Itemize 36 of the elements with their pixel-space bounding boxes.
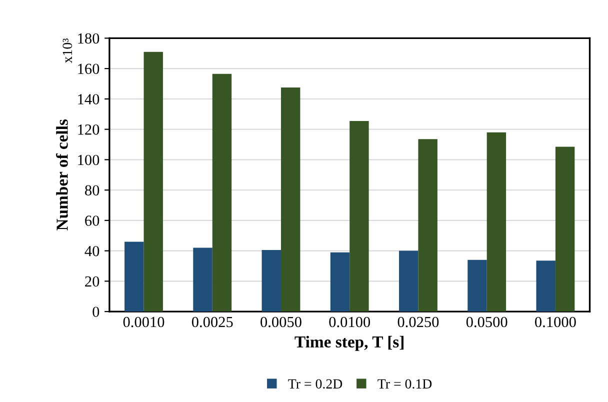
legend-label: Tr = 0.2D	[288, 379, 342, 389]
bar	[280, 88, 300, 312]
bar	[399, 250, 418, 312]
y-tick-label: 180	[78, 33, 100, 44]
bar	[468, 260, 487, 312]
bar	[262, 250, 281, 312]
y-tick-label: 0	[92, 306, 100, 317]
x-tick-label: 0.1000	[535, 316, 576, 328]
bar	[144, 52, 163, 312]
x-tick-label: 0.0025	[192, 316, 233, 328]
text: x10³	[62, 38, 72, 64]
y-tick-label: 100	[78, 154, 100, 166]
y-tick-label: 140	[78, 94, 100, 104]
bar	[124, 242, 144, 312]
bar	[555, 146, 575, 312]
y-axis-title: Number of cells	[56, 119, 68, 230]
bar	[212, 74, 232, 312]
bar	[536, 260, 556, 312]
y-tick-label: 40	[84, 246, 100, 256]
y-tick-label: 160	[78, 64, 100, 74]
x-tick-label: 0.0250	[398, 316, 439, 328]
x-tick-label: 0.0010	[123, 316, 164, 328]
x-tick-label: 0.0100	[329, 316, 370, 328]
y-tick-label: 60	[85, 216, 100, 226]
bar	[418, 139, 438, 312]
bar	[350, 120, 369, 312]
x-tick-label: 0.0050	[260, 316, 302, 328]
bar	[330, 252, 350, 312]
bar	[193, 248, 212, 312]
bar	[486, 132, 506, 312]
legend-label: Tr = 0.1D	[378, 379, 432, 389]
y-tick-label: 20	[85, 276, 100, 287]
x-tick-label: 0.0500	[466, 316, 508, 328]
x-axis-title: Time step, T [s]	[294, 336, 404, 351]
y-tick-label: 80	[85, 185, 100, 196]
y-tick-label: 120	[78, 124, 100, 135]
